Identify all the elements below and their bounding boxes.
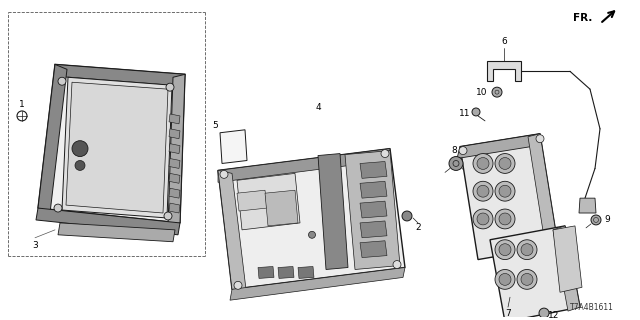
Circle shape	[521, 244, 533, 256]
Circle shape	[166, 83, 174, 91]
Circle shape	[234, 281, 242, 289]
Circle shape	[539, 308, 549, 318]
Polygon shape	[169, 203, 180, 213]
Polygon shape	[169, 114, 180, 124]
Circle shape	[459, 147, 467, 155]
Text: 8: 8	[451, 146, 457, 155]
Circle shape	[521, 274, 533, 285]
Circle shape	[495, 240, 515, 260]
Circle shape	[473, 181, 493, 201]
Polygon shape	[218, 171, 246, 289]
Polygon shape	[278, 267, 294, 278]
Circle shape	[308, 231, 316, 238]
Polygon shape	[58, 223, 175, 242]
Text: 7: 7	[505, 308, 511, 317]
Polygon shape	[318, 154, 348, 269]
Polygon shape	[55, 64, 185, 86]
Polygon shape	[579, 198, 596, 213]
Circle shape	[477, 213, 489, 225]
Circle shape	[536, 135, 544, 143]
Polygon shape	[528, 134, 558, 250]
Polygon shape	[298, 267, 314, 278]
Circle shape	[477, 185, 489, 197]
Text: T7A4B1611: T7A4B1611	[570, 303, 614, 312]
Polygon shape	[218, 148, 390, 182]
Text: 1: 1	[19, 100, 25, 108]
Circle shape	[492, 87, 502, 97]
Text: 10: 10	[476, 88, 488, 97]
Circle shape	[54, 204, 62, 212]
Polygon shape	[169, 158, 180, 168]
Circle shape	[499, 274, 511, 285]
Circle shape	[473, 154, 493, 173]
Text: FR.: FR.	[573, 13, 593, 23]
Polygon shape	[553, 226, 580, 311]
Circle shape	[220, 171, 228, 178]
Polygon shape	[36, 208, 180, 235]
Circle shape	[591, 215, 601, 225]
Circle shape	[495, 181, 515, 201]
Circle shape	[495, 269, 515, 289]
Polygon shape	[237, 190, 267, 211]
Polygon shape	[553, 226, 582, 292]
Circle shape	[164, 212, 172, 220]
Text: 6: 6	[501, 37, 507, 46]
Text: 3: 3	[32, 241, 38, 250]
Circle shape	[393, 260, 401, 268]
Circle shape	[381, 150, 389, 157]
Circle shape	[472, 108, 480, 116]
Polygon shape	[168, 74, 185, 226]
Polygon shape	[360, 221, 387, 238]
Circle shape	[58, 77, 66, 85]
Polygon shape	[237, 173, 300, 230]
Text: 9: 9	[604, 215, 610, 224]
Polygon shape	[169, 144, 180, 154]
Circle shape	[499, 157, 511, 169]
Circle shape	[477, 157, 489, 169]
Circle shape	[402, 211, 412, 221]
Polygon shape	[169, 129, 180, 139]
Circle shape	[499, 213, 511, 225]
Polygon shape	[169, 188, 180, 198]
Polygon shape	[487, 61, 521, 81]
Polygon shape	[258, 267, 274, 278]
Polygon shape	[220, 130, 247, 164]
Text: 2: 2	[415, 223, 421, 232]
Circle shape	[495, 209, 515, 229]
Polygon shape	[345, 151, 400, 269]
Text: 4: 4	[315, 102, 321, 111]
Polygon shape	[66, 82, 168, 213]
Polygon shape	[38, 64, 185, 223]
Circle shape	[449, 156, 463, 171]
Polygon shape	[230, 268, 405, 300]
Polygon shape	[62, 77, 172, 218]
Circle shape	[517, 269, 537, 289]
Polygon shape	[169, 173, 180, 183]
Polygon shape	[360, 241, 387, 258]
Polygon shape	[360, 181, 387, 198]
Polygon shape	[457, 134, 540, 158]
Polygon shape	[490, 226, 580, 320]
Circle shape	[75, 161, 85, 171]
Text: 11: 11	[460, 109, 471, 118]
Polygon shape	[218, 148, 405, 289]
Polygon shape	[460, 134, 558, 260]
Polygon shape	[38, 64, 67, 213]
Text: 12: 12	[548, 310, 560, 320]
Circle shape	[495, 154, 515, 173]
Circle shape	[72, 141, 88, 156]
Circle shape	[473, 209, 493, 229]
Text: 5: 5	[212, 121, 218, 130]
Circle shape	[517, 240, 537, 260]
Polygon shape	[360, 201, 387, 218]
Polygon shape	[360, 162, 387, 178]
Circle shape	[499, 244, 511, 256]
Polygon shape	[265, 190, 298, 226]
Circle shape	[499, 185, 511, 197]
